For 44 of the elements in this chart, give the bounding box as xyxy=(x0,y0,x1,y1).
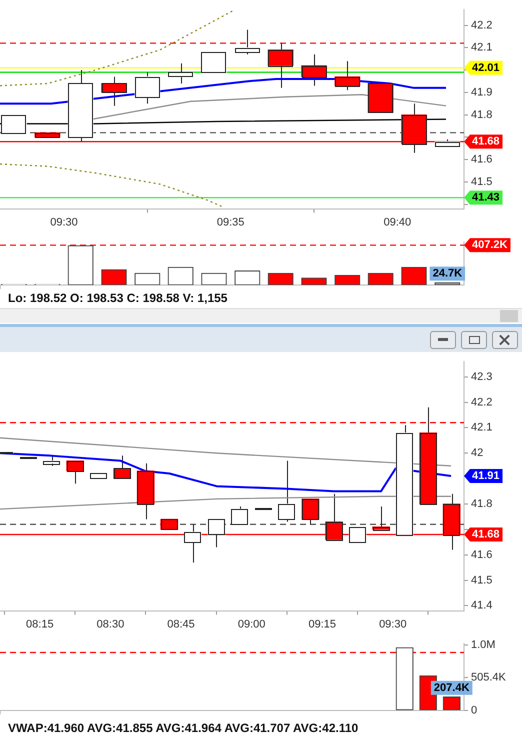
y-tick-label: 0 xyxy=(471,704,478,716)
y-tick-label: 41.6 xyxy=(471,154,492,166)
y-tick-label: 41.8 xyxy=(471,498,492,510)
y-tick-label: 42 xyxy=(471,447,484,460)
y-tick-label: 41.5 xyxy=(471,176,492,188)
y-tick-label: 41.5 xyxy=(471,574,492,586)
x-tick-label: 08:15 xyxy=(26,618,54,630)
x-tick-label: 09:35 xyxy=(216,216,244,228)
candlestick xyxy=(207,518,226,548)
y-tick-label: 42.1 xyxy=(471,42,492,54)
candlestick xyxy=(302,498,320,525)
y-tick-label: 41.9 xyxy=(471,86,492,98)
y-tick-label: 1.0M xyxy=(471,638,496,651)
x-tick-label: 08:30 xyxy=(96,618,124,630)
ref-line-label: 407.2K xyxy=(472,239,508,252)
x-tick-label: 09:40 xyxy=(384,216,412,228)
text: Lo: 198.52 O: 198.53 C: 198.58 V: 1,155 xyxy=(7,290,228,306)
annotation: 24.7K xyxy=(432,268,462,280)
y-tick-label: 42.2 xyxy=(471,396,492,408)
y-tick-label: 41.8 xyxy=(471,108,492,121)
y-tick-label: 41.4 xyxy=(471,600,492,612)
y-tick-label: 41.6 xyxy=(471,548,492,561)
candlestick xyxy=(231,506,249,525)
data-label: 41.91 xyxy=(472,470,500,482)
ref-line-label: 42.01 xyxy=(472,62,500,74)
candlestick xyxy=(278,460,296,522)
x-tick-label: 08:45 xyxy=(167,618,195,630)
candlestick xyxy=(168,62,194,84)
ref-line-label: 41.68 xyxy=(472,528,500,541)
y-tick-label: 42.3 xyxy=(471,370,492,383)
y-tick-label: 42.1 xyxy=(471,422,492,434)
data-label: 207.4K xyxy=(434,682,470,694)
x-tick-label: 09:15 xyxy=(308,618,336,630)
x-tick-label: 09:00 xyxy=(238,618,266,630)
y-tick-label: 42.2 xyxy=(471,19,492,32)
text: VWAP:41.960 AVG:41.855 AVG:41.964 AVG:41.707 AVG:42.110 xyxy=(7,720,360,736)
line-series xyxy=(0,163,223,208)
y-tick-label: 505.4K xyxy=(471,671,507,684)
ref-line-label: 41.43 xyxy=(472,192,500,204)
ref-line-label: 41.68 xyxy=(472,136,500,148)
candlestick xyxy=(113,455,132,480)
candlestick xyxy=(160,518,178,530)
x-tick-label: 09:30 xyxy=(379,618,407,630)
x-tick-label: 09:30 xyxy=(50,216,78,228)
